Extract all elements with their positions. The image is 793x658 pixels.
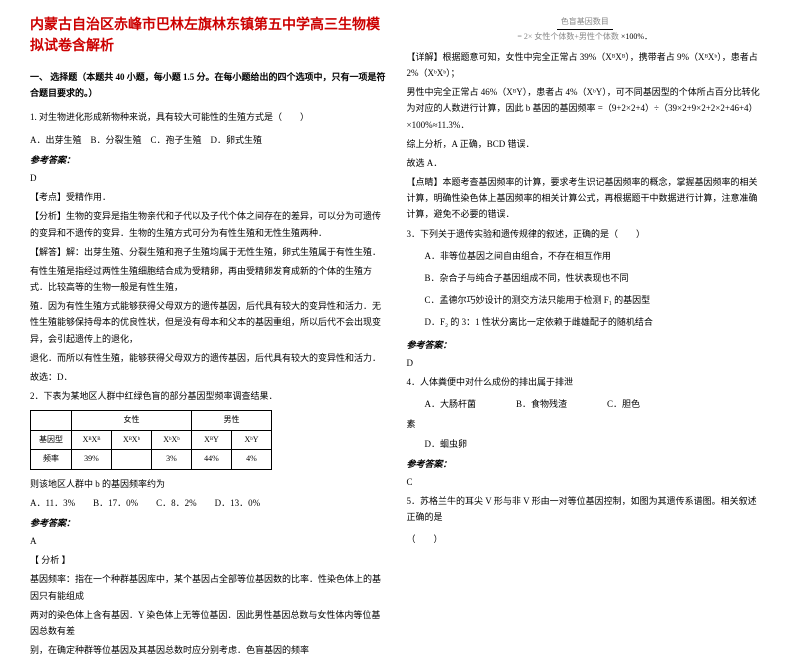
q2-fenxi1: 基因频率：指在一个种群基因库中，某个基因占全部等位基因数的比率．性染色体上的基因… bbox=[30, 571, 387, 603]
q3-optC: C．孟德尔巧妙设计的测交方法只能用于检测 F₁ 的基因型 bbox=[425, 292, 764, 308]
q2-fenxi3: 别，在确定种群等位基因及其基因总数时应分别考虑．色盲基因的频率 bbox=[30, 642, 387, 658]
answer-label: 参考答案： bbox=[407, 456, 764, 472]
question-4: 4．人体粪便中对什么成份的排出属于排泄 bbox=[407, 374, 764, 390]
q4-optD-cont: 素 bbox=[407, 416, 764, 432]
q5-paren: （ ） bbox=[407, 531, 764, 547]
formula-end: ×100%． bbox=[621, 32, 652, 41]
q3-options: A．非等位基因之间自由组合，不存在相互作用 B．杂合子与纯合子基因组成不同，性状… bbox=[407, 248, 764, 331]
left-column: 内蒙古自治区赤峰市巴林左旗林东镇第五中学高三生物模拟试卷含解析 一、 选择题（本… bbox=[20, 15, 397, 546]
q4-options-row1: A．大肠杆菌 B．食物残渣 C．胆色 bbox=[407, 396, 764, 412]
q2-question2: 则该地区人群中 b 的基因频率约为 bbox=[30, 476, 387, 492]
table-cell bbox=[112, 450, 152, 469]
q4-optE: D．蛔虫卵 bbox=[425, 436, 468, 452]
q4-optB: B．食物残渣 bbox=[516, 396, 567, 412]
q4-optC: C．胆色 bbox=[607, 396, 640, 412]
q1-fenxi: 【分析】生物的变异是指生物亲代和子代以及子代个体之间存在的差异，可以分为可遗传的… bbox=[30, 208, 387, 240]
question-5: 5．苏格兰牛的耳尖 V 形与非 V 形由一对等位基因控制，如图为其遗传系谱图。相… bbox=[407, 493, 764, 525]
q1-kaodian: 【考点】受精作用． bbox=[30, 189, 387, 205]
table-cell: 3% bbox=[152, 450, 192, 469]
answer-label: 参考答案： bbox=[30, 152, 387, 168]
xiangjie1: 男性中完全正常占 46%（XᴮY），患者占 4%（XᵇY），可不同基因型的个体所… bbox=[407, 84, 764, 133]
q1-jieda4: 故选：D． bbox=[30, 369, 387, 385]
table-cell: 男性 bbox=[192, 411, 272, 430]
table-cell: 基因型 bbox=[31, 430, 72, 449]
q4-optA: A．大肠杆菌 bbox=[425, 396, 477, 412]
formula-numerator: 色盲基因数目 bbox=[557, 15, 613, 30]
table-cell: 44% bbox=[192, 450, 232, 469]
table-cell: 39% bbox=[72, 450, 112, 469]
section-header: 一、 选择题（本题共 40 小题，每小题 1.5 分。在每小题给出的四个选项中，… bbox=[30, 69, 387, 101]
table-cell: XᴮY bbox=[192, 430, 232, 449]
formula-denominator: = 2× 女性个体数+男性个体数 bbox=[517, 32, 619, 41]
table-header-row: 女性 男性 bbox=[31, 411, 272, 430]
xiangjie3: 故选 A． bbox=[407, 155, 764, 171]
q2-fenxi2: 两对的染色体上含有基因．Y 染色体上无等位基因．因此男性基因总数与女性体内等位基… bbox=[30, 607, 387, 639]
q1-jieda-label: 【解答】解：出芽生殖、分裂生殖和孢子生殖均属于无性生殖，卵式生殖属于有性生殖． bbox=[30, 244, 387, 260]
table-cell: 频率 bbox=[31, 450, 72, 469]
table-cell: 4% bbox=[232, 450, 272, 469]
q3-optD: D．F₂ 的 3：1 性状分离比一定依赖于雌雄配子的随机结合 bbox=[425, 314, 764, 330]
dianjing: 【点睛】本题考查基因频率的计算，要求考生识记基因频率的概念，掌握基因频率的相关计… bbox=[407, 174, 764, 223]
formula: 色盲基因数目 = 2× 女性个体数+男性个体数 ×100%． bbox=[407, 15, 764, 45]
q1-jieda1: 有性生殖是指经过两性生殖细胞结合成为受精卵，再由受精卵发育成新的个体的生殖方式．… bbox=[30, 263, 387, 295]
q2-options: A．11．3% B．17．0% C．8．2% D．13．0% bbox=[30, 495, 387, 511]
document-title: 内蒙古自治区赤峰市巴林左旗林东镇第五中学高三生物模拟试卷含解析 bbox=[30, 15, 387, 57]
xiangjie-label: 【详解】根据题意可知，女性中完全正常占 39%（XᴮXᴮ），携带者占 9%（Xᴮ… bbox=[407, 49, 764, 81]
q1-jieda2: 殖．因为有性生殖方式能够获得父母双方的遗传基因，后代具有较大的变异性和活力．无性… bbox=[30, 298, 387, 347]
answer-label: 参考答案： bbox=[30, 515, 387, 531]
q1-options: A．出芽生殖 B．分裂生殖 C．孢子生殖 D．卵式生殖 bbox=[30, 132, 387, 148]
q3-answer: D bbox=[407, 355, 764, 371]
q3-optB: B．杂合子与纯合子基因组成不同，性状表现也不同 bbox=[425, 270, 764, 286]
table-cell: XᴮXᴮ bbox=[72, 430, 112, 449]
table-row: 基因型 XᴮXᴮ XᴮXᵇ XᵇXᵇ XᴮY XᵇY bbox=[31, 430, 272, 449]
q3-optA: A．非等位基因之间自由组合，不存在相互作用 bbox=[425, 248, 764, 264]
q4-options-row2: D．蛔虫卵 bbox=[407, 436, 764, 452]
table-cell: XᵇY bbox=[232, 430, 272, 449]
q1-answer: D bbox=[30, 170, 387, 186]
xiangjie2: 综上分析，A 正确，BCD 错误． bbox=[407, 136, 764, 152]
question-1: 1. 对生物进化形成新物种来说，具有较大可能性的生殖方式是（ ） bbox=[30, 109, 387, 125]
question-2: 2．下表为某地区人群中红绿色盲的部分基因型频率调查结果． bbox=[30, 388, 387, 404]
q2-answer: A bbox=[30, 533, 387, 549]
table-cell bbox=[31, 411, 72, 430]
right-column: 色盲基因数目 = 2× 女性个体数+男性个体数 ×100%． 【详解】根据题意可… bbox=[397, 15, 774, 546]
q4-answer: C bbox=[407, 474, 764, 490]
table-cell: XᵇXᵇ bbox=[152, 430, 192, 449]
q1-jieda3: 退化．而所以有性生殖，能够获得父母双方的遗传基因，后代具有较大的变异性和活力． bbox=[30, 350, 387, 366]
table-cell: XᴮXᵇ bbox=[112, 430, 152, 449]
question-3: 3．下列关于遗传实验和遗传规律的叙述，正确的是（ ） bbox=[407, 226, 764, 242]
answer-label: 参考答案： bbox=[407, 337, 764, 353]
table-row: 频率 39% 3% 44% 4% bbox=[31, 450, 272, 469]
q2-fenxi-label: 【 分析 】 bbox=[30, 552, 387, 568]
data-table: 女性 男性 基因型 XᴮXᴮ XᴮXᵇ XᵇXᵇ XᴮY XᵇY 频率 39% … bbox=[30, 410, 272, 469]
table-cell: 女性 bbox=[72, 411, 192, 430]
